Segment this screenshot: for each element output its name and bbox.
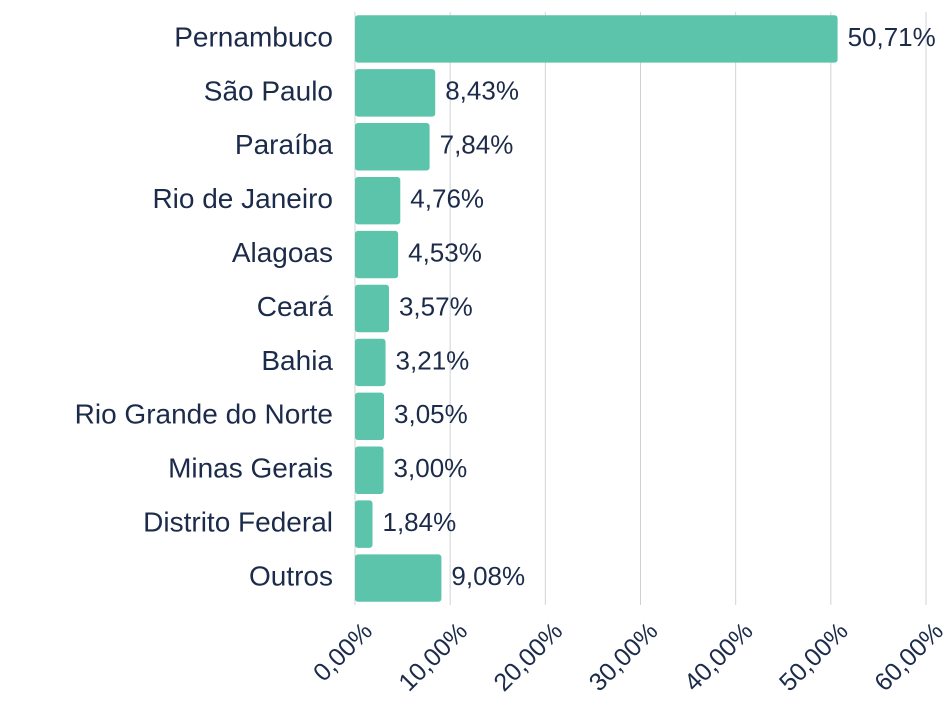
y-tick-label: Pernambuco (174, 21, 333, 52)
bar (355, 284, 389, 333)
data-label: 4,76% (410, 184, 484, 214)
data-label: 3,00% (394, 453, 468, 483)
data-label: 8,43% (445, 76, 519, 106)
x-tick-label: 20,00% (488, 617, 568, 697)
x-tick-label: 30,00% (584, 617, 664, 697)
bar (355, 123, 430, 171)
bar (355, 230, 399, 279)
data-label: 3,21% (396, 345, 470, 375)
data-label: 50,71% (848, 22, 936, 52)
bar (355, 338, 386, 387)
bar (355, 392, 385, 441)
y-tick-label: São Paulo (204, 75, 333, 106)
bar (355, 176, 401, 225)
data-label: 7,84% (440, 130, 514, 160)
data-label: 9,08% (451, 561, 525, 591)
y-tick-label: Minas Gerais (168, 453, 333, 484)
data-label: 4,53% (408, 237, 482, 267)
y-tick-label: Rio de Janeiro (152, 183, 333, 214)
x-tick-label: 0,00% (308, 617, 378, 687)
y-tick-label: Outros (249, 560, 333, 591)
data-label: 3,05% (394, 399, 468, 429)
bar (355, 15, 838, 63)
x-tick-label: 50,00% (774, 617, 854, 697)
y-tick-label: Paraíba (235, 129, 333, 160)
y-tick-label: Ceará (257, 291, 334, 322)
y-tick-label: Alagoas (232, 237, 333, 268)
x-tick-label: 40,00% (679, 617, 759, 697)
bar (355, 446, 384, 494)
bar (355, 554, 442, 602)
bar (355, 69, 436, 117)
y-tick-label: Bahia (261, 345, 333, 376)
data-label: 1,84% (383, 507, 457, 537)
x-tick-label: 60,00% (869, 617, 946, 697)
x-tick-label: 10,00% (393, 617, 473, 697)
bar (355, 500, 373, 548)
y-tick-label: Rio Grande do Norte (75, 399, 333, 430)
data-label: 3,57% (399, 291, 473, 321)
y-tick-label: Distrito Federal (143, 507, 333, 538)
